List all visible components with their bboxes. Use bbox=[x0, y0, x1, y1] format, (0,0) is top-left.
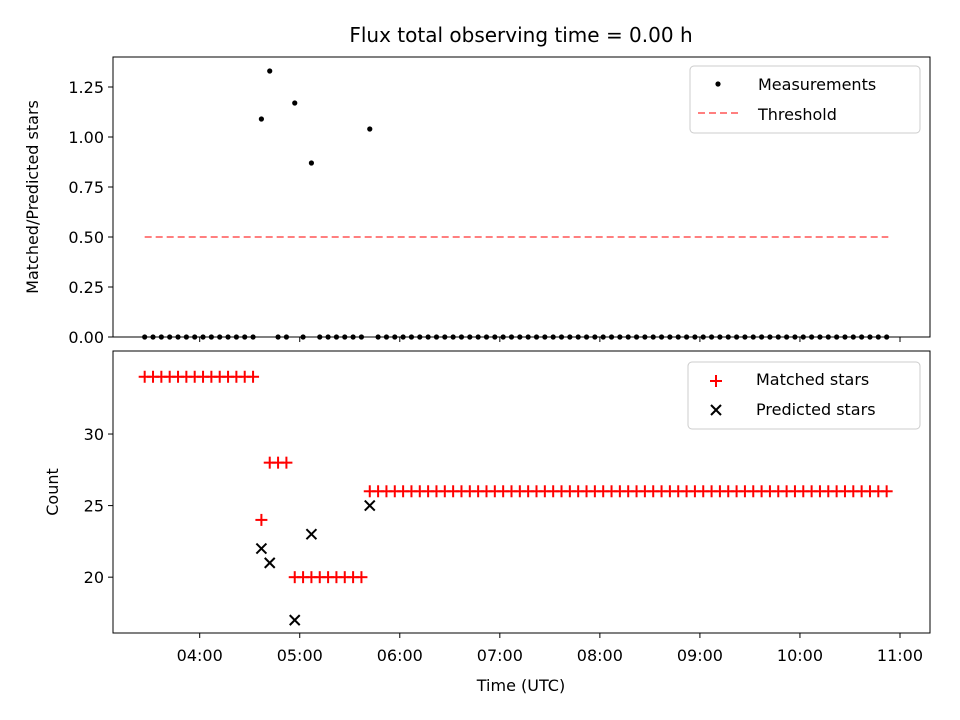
bottom-y-axis-label: Count bbox=[43, 468, 62, 516]
predicted-stars-series bbox=[255, 499, 376, 626]
measurement-point bbox=[267, 68, 273, 74]
legend-matched-marker bbox=[710, 375, 722, 387]
matched-stars-point bbox=[355, 571, 368, 584]
x-axis-label: Time (UTC) bbox=[476, 676, 565, 695]
x-tick-label: 09:00 bbox=[677, 646, 723, 665]
legend-matched-label: Matched stars bbox=[756, 370, 869, 389]
top-y-axis-label: Matched/Predicted stars bbox=[23, 100, 42, 294]
x-tick-label: 05:00 bbox=[277, 646, 323, 665]
predicted-stars-point bbox=[264, 557, 276, 569]
matched-stars-series bbox=[138, 370, 893, 584]
chart-title: Flux total observing time = 0.00 h bbox=[349, 23, 692, 47]
bottom-legend-box bbox=[687, 361, 921, 430]
legend-measurements-label: Measurements bbox=[758, 75, 876, 94]
predicted-stars-point bbox=[289, 614, 301, 626]
x-tick-label: 04:00 bbox=[177, 646, 223, 665]
legend-measurements-marker bbox=[715, 81, 721, 87]
matched-stars-point bbox=[247, 370, 260, 383]
top-y-tick-label: 1.00 bbox=[68, 128, 104, 147]
top-legend: Measurements Threshold bbox=[689, 65, 921, 134]
x-tick-label: 06:00 bbox=[377, 646, 423, 665]
legend-predicted-marker bbox=[710, 404, 722, 416]
predicted-stars-point bbox=[305, 528, 318, 540]
bottom-y-tick-label: 30 bbox=[84, 425, 104, 444]
bottom-legend: Matched stars Predicted stars bbox=[687, 361, 921, 430]
x-tick-label: 08:00 bbox=[577, 646, 623, 665]
matched-stars-point bbox=[280, 456, 293, 469]
bottom-tick-marks: 04:00 05:00 06:00 07:00 08:00 09:00 10:00 11:00… bbox=[84, 425, 923, 665]
top-legend-box bbox=[689, 65, 921, 134]
measurement-point bbox=[308, 160, 315, 166]
top-plot-frame bbox=[112, 56, 931, 338]
top-y-tick-label: 0.75 bbox=[68, 178, 104, 197]
bottom-y-tick-label: 20 bbox=[84, 568, 104, 587]
matched-stars-point bbox=[880, 485, 893, 498]
legend-threshold-label: Threshold bbox=[757, 105, 837, 124]
predicted-stars-point bbox=[255, 542, 268, 555]
bottom-panel: 04:00 05:00 06:00 07:00 08:00 09:00 10:00 11:00… bbox=[43, 350, 931, 665]
top-y-tick-label: 0.50 bbox=[68, 228, 104, 247]
x-tick-label: 07:00 bbox=[477, 646, 523, 665]
x-tick-label: 10:00 bbox=[777, 646, 823, 665]
measurement-point bbox=[258, 116, 264, 122]
top-tick-marks: 0.00 0.25 0.50 0.75 1.00 1.25 bbox=[68, 78, 901, 347]
top-panel: 0.00 0.25 0.50 0.75 1.00 1.25 Matched/Predict… bbox=[23, 56, 931, 347]
measurement-point bbox=[292, 100, 298, 106]
predicted-stars-point bbox=[364, 499, 376, 512]
legend-predicted-label: Predicted stars bbox=[756, 400, 876, 419]
x-tick-label: 11:00 bbox=[877, 646, 923, 665]
bottom-plot-frame bbox=[112, 350, 931, 634]
bottom-y-tick-label: 25 bbox=[84, 497, 104, 516]
measurement-point bbox=[367, 126, 373, 132]
matched-stars-point bbox=[255, 513, 268, 526]
top-y-tick-label: 1.25 bbox=[68, 78, 104, 97]
top-y-tick-label: 0.00 bbox=[68, 328, 104, 347]
top-y-tick-label: 0.25 bbox=[68, 278, 104, 297]
